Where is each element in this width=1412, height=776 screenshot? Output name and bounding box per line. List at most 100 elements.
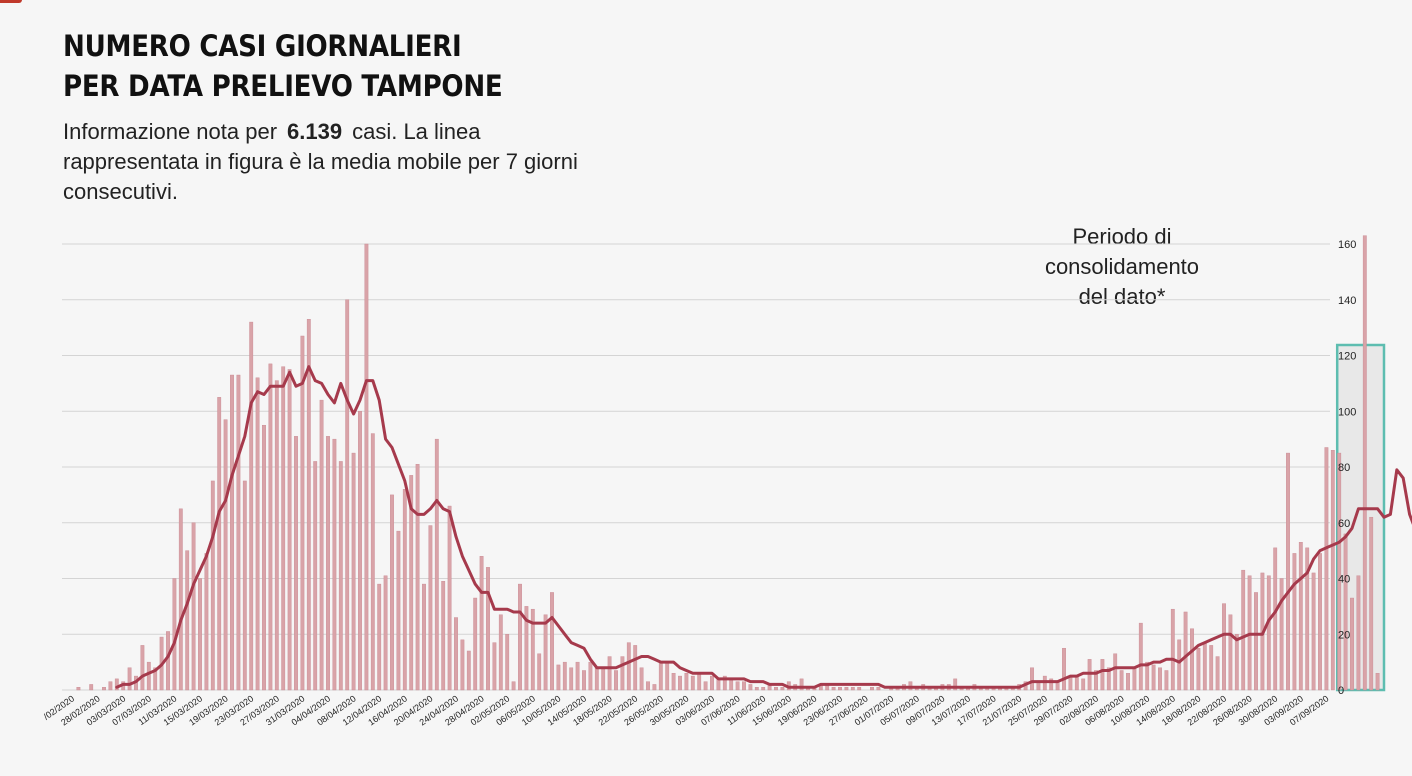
bar-day-31 [268,363,273,691]
bar-day-99 [703,681,708,691]
bar-day-179 [1215,656,1220,691]
bar-day-40 [326,436,330,691]
moving-average-path [115,365,1412,689]
bar-day-41 [332,438,337,691]
bar-day-24 [223,419,228,691]
subtitle-after: casi. La linea rappresentata in figura è… [63,119,578,204]
bar-day-138 [953,678,958,691]
y-tick-label: 0 [1338,685,1344,697]
bar-day-123 [857,687,862,691]
bar-day-100 [710,675,714,691]
annotation-line-3: del dato* [1078,284,1166,309]
bar-day-13 [153,667,158,691]
bar-day-95 [678,675,682,691]
chart-title-line-1: NUMERO CASI GIORNALIERI [63,29,462,63]
chart-subtitle: Informazione nota per 6.139 casi. La linea… [63,117,583,207]
bar-day-1 [76,687,81,691]
brand-corner-mark [0,0,22,3]
bar-day-87 [626,642,631,691]
bar-day-29 [255,377,260,691]
bar-day-168 [1145,661,1150,691]
bar-day-20 [198,578,202,691]
bar-day-96 [684,673,689,691]
annotation-line-1: Periodo di [1072,224,1172,249]
bar-day-27 [242,480,247,691]
bar-day-181 [1228,614,1233,691]
y-tick-label: 60 [1338,518,1350,530]
bar-day-17 [178,508,183,691]
bar-day-38 [313,461,318,691]
daily-cases-bars [76,235,1380,691]
bar-day-46 [364,243,369,691]
subtitle-before: Informazione nota per [63,119,278,144]
chart-title-line-2: PER DATA PRELIEVO TAMPONE [63,69,503,103]
bar-day-90 [646,681,650,691]
bar-day-56 [428,525,433,691]
bar-day-25 [230,374,234,691]
bar-day-91 [652,684,657,691]
bar-day-153 [1049,678,1054,691]
bar-day-195 [1318,553,1322,691]
bar-day-93 [665,661,670,691]
bar-day-9 [127,667,132,691]
bar-day-161 [1100,659,1105,691]
bar-day-68 [505,634,510,691]
bar-day-76 [556,664,561,691]
bar-day-54 [415,464,420,691]
bar-day-183 [1241,569,1246,691]
bar-day-36 [300,335,305,691]
bar-day-53 [409,475,414,691]
bar-day-189 [1279,578,1284,691]
bar-day-37 [306,319,311,691]
bar-day-108 [761,687,766,691]
bar-day-64 [479,556,484,691]
bar-day-85 [614,670,618,691]
bar-day-191 [1292,553,1297,691]
bar-day-52 [402,489,407,691]
bar-day-61 [460,639,465,691]
bar-day-15 [166,631,170,691]
bar-day-125 [870,687,874,691]
bar-day-177 [1202,642,1207,691]
bar-day-49 [383,575,388,691]
bar-day-88 [633,645,638,691]
bar-day-106 [748,684,753,691]
bar-day-121 [844,687,849,691]
bar-day-89 [639,667,644,691]
bar-day-203 [1369,516,1374,691]
bar-day-26 [236,374,241,691]
bar-day-169 [1151,664,1156,691]
consolidation-annotation: Periodo di consolidamento del dato* [1022,222,1222,312]
bar-day-74 [543,614,548,691]
bar-day-32 [274,380,279,691]
y-axis-ticks: 0 20 40 60 80 100 120 140 160 [1338,239,1356,697]
y-tick-label: 100 [1338,406,1356,418]
bar-day-176 [1196,647,1201,691]
bar-day-105 [742,681,746,691]
bar-day-47 [370,433,375,691]
bar-day-81 [588,661,593,691]
bar-day-82 [594,667,599,691]
bar-day-104 [735,681,740,691]
bar-day-59 [447,505,452,691]
bar-day-101 [716,678,721,691]
bar-day-45 [358,411,362,691]
bar-day-57 [434,438,439,691]
bar-day-172 [1170,608,1175,691]
bar-day-7 [114,678,119,691]
bar-day-204 [1375,673,1380,691]
bar-day-69 [511,681,516,691]
x-axis-ticks: /02/202028/02/202003/03/202007/03/202011… [42,693,1331,727]
bar-day-80 [582,670,586,691]
bar-day-122 [850,687,855,691]
bar-day-34 [287,369,292,691]
bar-day-84 [607,656,612,691]
bar-day-42 [338,461,343,691]
bar-day-73 [537,653,542,691]
bar-day-173 [1177,639,1182,691]
bar-day-23 [217,397,222,691]
bar-day-170 [1158,667,1162,691]
bar-day-12 [146,661,151,691]
bar-day-178 [1209,645,1214,691]
bar-day-63 [473,597,478,691]
